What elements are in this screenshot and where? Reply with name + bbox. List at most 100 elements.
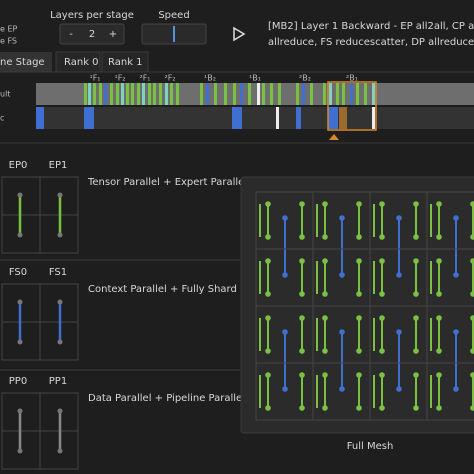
tab[interactable] bbox=[0, 52, 52, 72]
icon-node bbox=[17, 448, 23, 454]
mesh-node bbox=[356, 405, 362, 411]
left-label: e EP bbox=[0, 25, 18, 34]
step-label: ¹B₂ bbox=[204, 74, 216, 83]
mesh-node bbox=[379, 234, 385, 240]
mesh-node bbox=[322, 372, 328, 378]
mesh-node bbox=[470, 201, 474, 207]
icon-node bbox=[17, 232, 23, 238]
tab-label[interactable]: ne Stage bbox=[0, 57, 45, 68]
icon-node bbox=[57, 232, 63, 238]
mesh-node bbox=[265, 234, 271, 240]
mesh-node bbox=[265, 291, 271, 297]
stripe bbox=[148, 83, 151, 105]
icon-node bbox=[17, 299, 23, 305]
stripe bbox=[153, 83, 156, 105]
mesh-node bbox=[299, 234, 305, 240]
stripe bbox=[131, 83, 134, 105]
mesh-node bbox=[356, 372, 362, 378]
mesh-node bbox=[413, 315, 419, 321]
tab-label[interactable]: Rank 1 bbox=[108, 57, 143, 68]
stripe bbox=[99, 83, 102, 105]
mesh-node bbox=[413, 405, 419, 411]
stripe bbox=[248, 83, 251, 105]
stripe bbox=[328, 107, 338, 129]
step-label: ¹B₁ bbox=[249, 74, 261, 83]
mesh-node bbox=[339, 386, 345, 392]
mesh-node bbox=[356, 315, 362, 321]
step-label: ²F₁ bbox=[139, 74, 150, 83]
mesh-caption: Full Mesh bbox=[347, 441, 394, 452]
stripe bbox=[233, 83, 236, 105]
stripe bbox=[126, 83, 129, 105]
stripe bbox=[110, 83, 113, 105]
mesh-node bbox=[436, 315, 442, 321]
mesh-node bbox=[339, 329, 345, 335]
speed-label: Speed bbox=[158, 10, 189, 21]
mesh-cell bbox=[426, 362, 474, 421]
mesh-node bbox=[299, 405, 305, 411]
rank-label: EP1 bbox=[49, 160, 68, 171]
mesh-node bbox=[379, 372, 385, 378]
stripe bbox=[310, 83, 313, 105]
stripe bbox=[224, 83, 227, 105]
mesh-node bbox=[470, 405, 474, 411]
stripe bbox=[165, 83, 168, 105]
stripe bbox=[350, 83, 353, 105]
plus-button[interactable]: + bbox=[109, 29, 117, 40]
mesh-node bbox=[265, 405, 271, 411]
mesh-node bbox=[470, 348, 474, 354]
mesh-node bbox=[453, 272, 459, 278]
icon-node bbox=[17, 339, 23, 345]
stripe bbox=[257, 83, 260, 105]
stripe bbox=[84, 83, 87, 105]
panel-title: Tensor Parallel + Expert Parallel bbox=[87, 177, 247, 188]
layers-label: Layers per stage bbox=[50, 10, 134, 21]
stripe bbox=[200, 83, 203, 105]
minus-button[interactable]: - bbox=[69, 29, 73, 40]
stripe bbox=[88, 83, 91, 105]
rank-label: FS0 bbox=[9, 267, 27, 278]
mesh-node bbox=[265, 258, 271, 264]
mesh-node bbox=[322, 258, 328, 264]
step-label: ¹F₂ bbox=[114, 74, 125, 83]
icon-node bbox=[57, 299, 63, 305]
tab-label[interactable]: Rank 0 bbox=[64, 57, 99, 68]
mesh-node bbox=[282, 329, 288, 335]
mesh-node bbox=[453, 329, 459, 335]
stripe bbox=[339, 107, 347, 129]
mesh-node bbox=[379, 258, 385, 264]
icon-node bbox=[57, 192, 63, 198]
play-button[interactable] bbox=[233, 26, 246, 42]
step-label: ²B₂ bbox=[299, 74, 311, 83]
icon-node bbox=[57, 408, 63, 414]
stripe bbox=[104, 83, 107, 105]
mesh-node bbox=[356, 258, 362, 264]
mesh-node bbox=[322, 315, 328, 321]
stripe bbox=[296, 107, 301, 129]
stripe bbox=[159, 83, 162, 105]
mesh-node bbox=[413, 234, 419, 240]
mesh-node bbox=[470, 291, 474, 297]
rank-label: PP1 bbox=[49, 376, 67, 387]
stripe bbox=[372, 107, 375, 129]
mesh-node bbox=[265, 315, 271, 321]
mesh-node bbox=[379, 201, 385, 207]
mesh-node bbox=[322, 348, 328, 354]
layers-value: 2 bbox=[89, 29, 95, 40]
row-label: ult bbox=[0, 90, 10, 99]
mesh-node bbox=[396, 215, 402, 221]
mesh-node bbox=[396, 272, 402, 278]
mesh-node bbox=[436, 372, 442, 378]
mesh-node bbox=[356, 234, 362, 240]
cursor bbox=[327, 81, 377, 131]
mesh-node bbox=[413, 201, 419, 207]
stripe bbox=[214, 83, 217, 105]
stripe bbox=[329, 83, 332, 105]
mesh-node bbox=[470, 234, 474, 240]
stripe bbox=[302, 83, 305, 105]
mesh-node bbox=[453, 215, 459, 221]
mesh-node bbox=[470, 258, 474, 264]
description: allreduce, FS reducescatter, DP allreduc… bbox=[268, 37, 474, 48]
mesh-node bbox=[299, 315, 305, 321]
